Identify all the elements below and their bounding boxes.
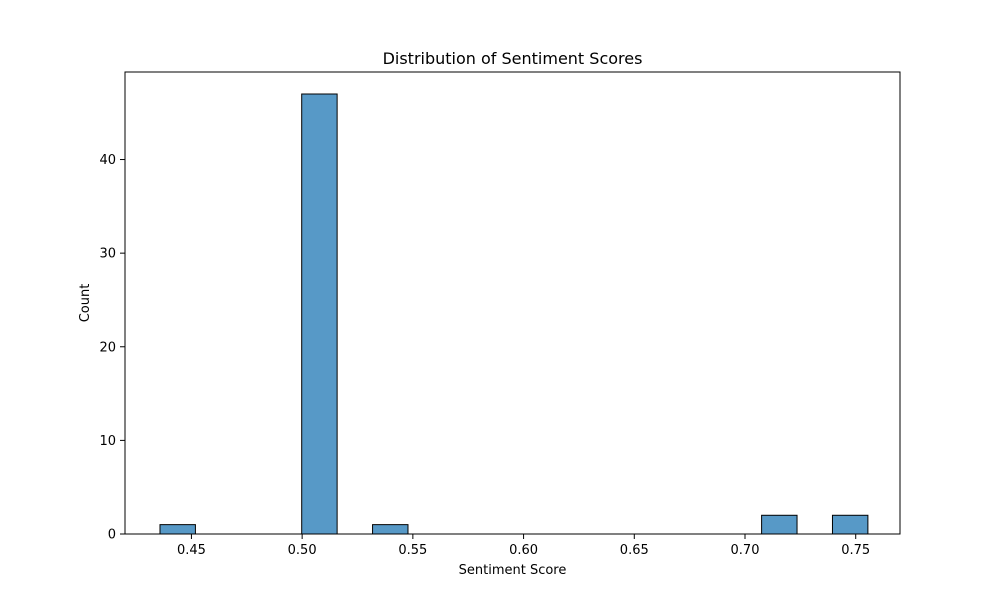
- y-tick-label-1: 10: [99, 434, 116, 449]
- y-tick-label-2: 20: [99, 340, 116, 355]
- y-tick-label-0: 0: [108, 528, 116, 543]
- x-tick-label-1: 0.50: [288, 543, 317, 558]
- plot-frame: [124, 71, 901, 535]
- histogram-bar-3: [761, 514, 798, 535]
- y-axis-label: Count: [78, 284, 93, 323]
- bars-group: [159, 93, 869, 535]
- x-tick-label-4: 0.65: [620, 543, 649, 558]
- y-tick-label-4: 40: [99, 153, 116, 168]
- x-tick-label-3: 0.60: [509, 543, 538, 558]
- x-tick-label-2: 0.55: [398, 543, 427, 558]
- y-tick-label-3: 30: [99, 247, 116, 262]
- histogram-bar-2: [372, 524, 409, 535]
- histogram-bar-0: [159, 524, 196, 535]
- x-tick-label-0: 0.45: [177, 543, 206, 558]
- chart-title: Distribution of Sentiment Scores: [383, 49, 643, 68]
- x-tick-label-5: 0.70: [731, 543, 760, 558]
- histogram-bar-1: [301, 93, 338, 535]
- y-axis-ticks: 0 10 20 30 40: [99, 153, 125, 543]
- x-axis-ticks: 0.45 0.50 0.55 0.60 0.65 0.70 0.75: [177, 534, 870, 558]
- x-axis-label: Sentiment Score: [459, 563, 567, 578]
- histogram-bar-4: [831, 514, 869, 535]
- x-tick-label-6: 0.75: [841, 543, 870, 558]
